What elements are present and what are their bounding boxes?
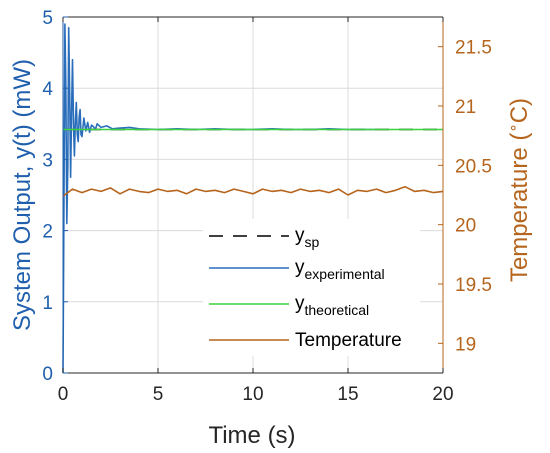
right-axis-label-degree: ∘ [505,123,522,132]
right-axis-label: Temperature (∘C) [505,98,533,282]
legend-label-yexperimental: yexperimental [295,257,385,282]
left-tick-label: 3 [42,150,53,171]
right-tick-label: 21.5 [455,38,492,59]
left-tick-label: 2 [42,222,53,243]
legend-label-yexperimental-main: y [295,257,305,278]
left-axis-label: System Output, y(t) (mW) [9,59,36,331]
x-axis-label: Time (s) [208,422,295,449]
left-tick-label: 5 [42,8,53,29]
legend-label-ytheoretical-sub: theoretical [305,302,370,318]
left-tick-label: 4 [42,79,53,100]
right-tick-label: 20 [455,216,476,237]
right-tick-label: 21 [455,97,476,118]
tick-labels: 0 5 10 15 20 0 1 2 3 4 5 19 19.5 20 20.5 21 21.5 [42,8,492,405]
legend-label-ysp-main: y [295,225,305,246]
x-tick-label: 15 [337,384,358,405]
legend: ysp yexperimental ytheoretical Temperatu… [203,219,420,356]
right-tick-label: 19 [455,334,476,355]
legend-label-ysp-sub: sp [305,234,320,250]
right-tick-label: 20.5 [455,156,492,177]
left-tick-label: 1 [42,293,53,314]
x-tick-label: 20 [432,384,453,405]
x-tick-label: 0 [58,384,69,405]
legend-background [203,219,420,356]
x-tick-label: 5 [153,384,164,405]
axes [62,16,444,374]
right-tick-label: 19.5 [455,275,492,296]
legend-label-ytheoretical: ytheoretical [295,293,369,318]
legend-label-yexperimental-sub: experimental [305,266,385,282]
right-axis-label-main: Temperature ( [506,133,533,282]
legend-label-ytheoretical-main: y [295,293,305,314]
legend-label-temperature: Temperature [295,330,402,351]
right-axis-label-unit: C) [506,98,533,123]
x-tick-label: 10 [242,384,263,405]
legend-label-ysp: ysp [295,225,320,250]
series-line-temperature [62,185,444,197]
series-layer [62,23,444,374]
left-tick-label: 0 [42,364,53,385]
